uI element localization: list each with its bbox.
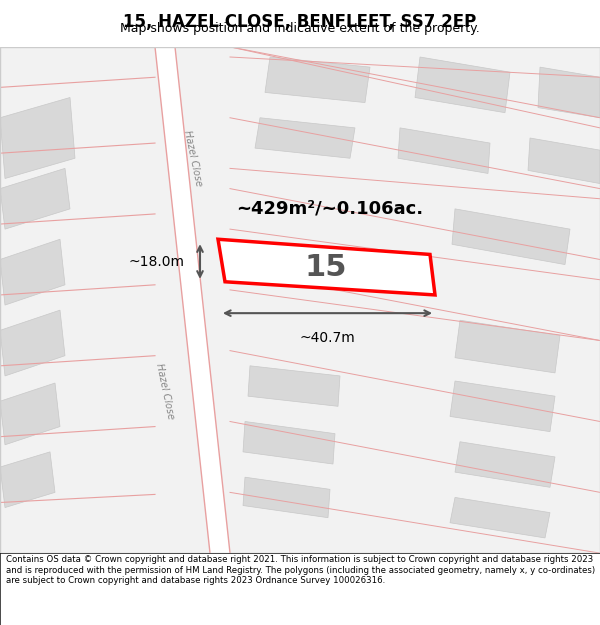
Polygon shape (450, 381, 555, 432)
Polygon shape (155, 47, 230, 553)
Text: ~40.7m: ~40.7m (299, 331, 355, 346)
Polygon shape (0, 168, 70, 229)
Polygon shape (0, 239, 65, 305)
Text: Hazel Close: Hazel Close (182, 129, 204, 187)
Text: ~18.0m: ~18.0m (129, 254, 185, 269)
Polygon shape (0, 383, 60, 445)
Text: 15, HAZEL CLOSE, BENFLEET, SS7 2EP: 15, HAZEL CLOSE, BENFLEET, SS7 2EP (124, 13, 476, 31)
Text: ~429m²/~0.106ac.: ~429m²/~0.106ac. (236, 200, 424, 218)
Polygon shape (538, 67, 600, 118)
Polygon shape (0, 98, 75, 179)
Text: Map shows position and indicative extent of the property.: Map shows position and indicative extent… (120, 22, 480, 35)
Polygon shape (450, 498, 550, 538)
Polygon shape (255, 118, 355, 158)
Polygon shape (218, 239, 435, 295)
Polygon shape (243, 478, 330, 518)
Polygon shape (415, 57, 510, 112)
Polygon shape (0, 452, 55, 508)
Polygon shape (528, 138, 600, 184)
Polygon shape (0, 310, 65, 376)
Polygon shape (243, 421, 335, 464)
Polygon shape (265, 57, 370, 102)
Text: Hazel Close: Hazel Close (154, 362, 176, 420)
Polygon shape (248, 366, 340, 406)
Polygon shape (398, 128, 490, 173)
Text: Contains OS data © Crown copyright and database right 2021. This information is : Contains OS data © Crown copyright and d… (6, 555, 595, 585)
Polygon shape (452, 209, 570, 264)
Polygon shape (455, 320, 560, 373)
Text: 15: 15 (305, 253, 347, 282)
Polygon shape (455, 442, 555, 488)
